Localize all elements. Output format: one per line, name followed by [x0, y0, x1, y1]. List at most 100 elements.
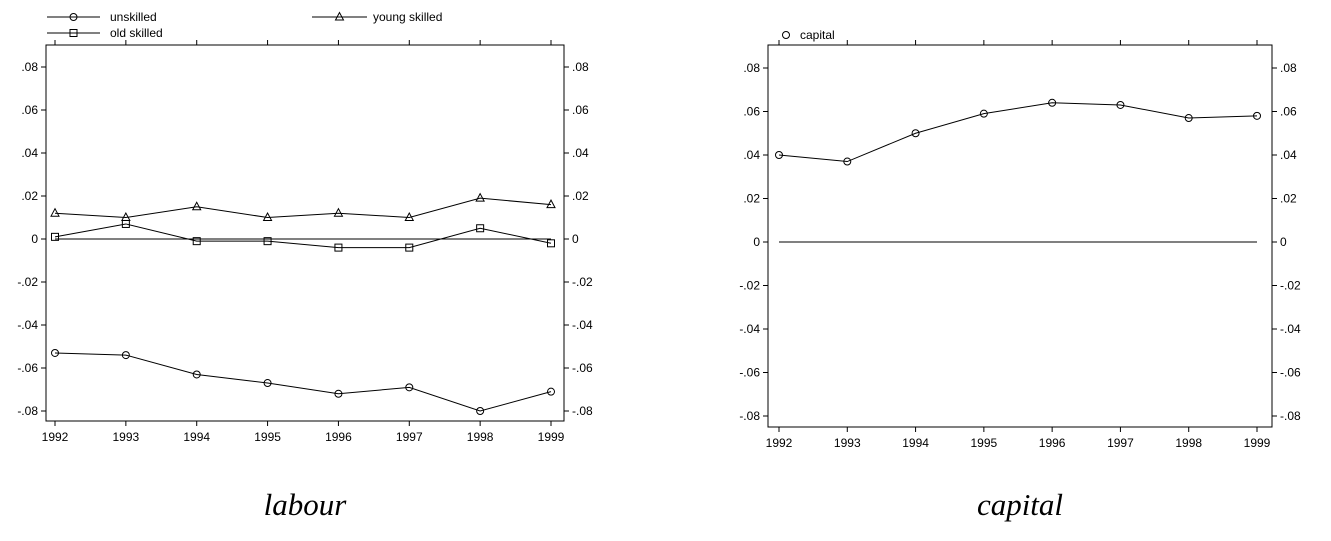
x-tick-label: 1997 [396, 430, 423, 444]
y-tick-label-left: 0 [31, 232, 38, 246]
data-point-old-skilled [51, 232, 59, 241]
x-tick-label: 1992 [766, 436, 793, 450]
panel-labour: 1992 1993 1994 1995 1996 1997 1998 1999 .08 .08 .0… [17, 40, 593, 522]
y-tick-label-left: -.04 [739, 322, 760, 336]
y-tick-label-right: .08 [1280, 61, 1297, 75]
data-point-young-skilled [404, 211, 415, 221]
y-tick-label-right: .06 [1280, 105, 1297, 119]
plot-frame [767, 44, 1273, 428]
y-tick-label-left: .04 [743, 148, 760, 162]
y-tick-label-left: -.08 [739, 409, 760, 423]
y-tick-label-left: .06 [21, 103, 38, 117]
y-tick-label-right: -.06 [1280, 366, 1301, 380]
data-point-capital [843, 157, 852, 166]
data-point-capital [775, 151, 783, 159]
data-point-capital [979, 109, 988, 118]
y-tick-label-right: -.02 [572, 275, 593, 289]
x-tick-label: 1998 [467, 430, 494, 444]
data-point-unskilled [405, 383, 414, 392]
legend-label-capital: capital [800, 28, 835, 42]
legend-labour: unskilled young skilled old skilled [47, 10, 442, 40]
y-tick-label-right: .04 [1280, 148, 1297, 162]
y-tick-label-right: .06 [572, 103, 589, 117]
x-tick-label: 1996 [325, 430, 352, 444]
data-point-capital [1048, 98, 1057, 107]
x-tick-label: 1993 [113, 430, 140, 444]
series-line-unskilled [54, 352, 552, 412]
legend-marker-unskilled [69, 13, 78, 21]
panel-caption: capital [977, 487, 1063, 522]
data-point-young-skilled [333, 207, 344, 217]
series-line-capital [778, 102, 1258, 163]
data-point-old-skilled [334, 243, 343, 252]
data-point-young-skilled [50, 207, 60, 217]
data-point-unskilled [192, 370, 201, 379]
y-tick-label-right: -.04 [1280, 322, 1301, 336]
data-point-unskilled [263, 379, 272, 388]
x-tick-label: 1995 [254, 430, 281, 444]
data-point-unskilled [121, 351, 130, 360]
y-tick-label-left: .06 [743, 105, 760, 119]
y-tick-label-left: .02 [743, 192, 760, 206]
y-tick-label-left: .08 [743, 61, 760, 75]
y-tick-label-left: -.02 [17, 275, 38, 289]
legend-label-young-skilled: young skilled [373, 10, 442, 24]
x-tick-label: 1997 [1107, 436, 1134, 450]
y-tick-label-right: 0 [1280, 235, 1287, 249]
data-point-capital [911, 129, 920, 138]
y-tick-label-right: -.02 [1280, 279, 1301, 293]
y-tick-label-right: -.06 [572, 361, 593, 375]
data-point-capital [1184, 114, 1193, 123]
data-point-young-skilled [262, 211, 273, 221]
y-tick-label-left: -.02 [739, 279, 760, 293]
y-tick-label-right: .02 [572, 189, 589, 203]
x-tick-label: 1994 [902, 436, 929, 450]
data-point-old-skilled [476, 224, 485, 233]
data-point-young-skilled [191, 201, 202, 211]
x-tick-label: 1999 [1244, 436, 1271, 450]
panel-caption: labour [264, 487, 348, 522]
y-tick-label-left: -.06 [739, 366, 760, 380]
data-point-capital [1253, 111, 1261, 120]
data-point-young-skilled [546, 199, 556, 209]
y-tick-label-right: .08 [572, 60, 589, 74]
data-point-old-skilled [192, 237, 201, 246]
x-tick-label: 1992 [42, 430, 69, 444]
y-tick-label-right: .02 [1280, 192, 1297, 206]
legend-marker-young-skilled [334, 11, 345, 21]
y-tick-label-left: -.06 [17, 361, 38, 375]
x-tick-label: 1999 [538, 430, 565, 444]
y-tick-label-left: .04 [21, 146, 38, 160]
x-tick-label: 1994 [183, 430, 210, 444]
data-point-unskilled [547, 387, 555, 396]
data-point-old-skilled [263, 237, 272, 246]
x-tick-label: 1993 [834, 436, 861, 450]
x-tick-label: 1995 [971, 436, 998, 450]
data-point-unskilled [51, 348, 59, 357]
y-tick-label-right: -.08 [1280, 409, 1301, 423]
y-tick-label-right: -.08 [572, 404, 593, 418]
data-point-capital [1116, 100, 1125, 109]
panel-capital: 1992 1993 1994 1995 1996 1997 1998 1999 .08 .08 .0… [739, 40, 1301, 522]
y-tick-label-left: -.04 [17, 318, 38, 332]
legend-capital: capital [782, 28, 835, 42]
y-tick-label-left: .08 [21, 60, 38, 74]
y-tick-label-left: .02 [21, 189, 38, 203]
y-tick-label-right: -.04 [572, 318, 593, 332]
plot-frame [45, 44, 565, 422]
y-tick-label-left: -.08 [17, 404, 38, 418]
data-point-old-skilled [121, 219, 130, 228]
data-point-old-skilled [405, 243, 414, 252]
series-line-young-skilled [54, 197, 552, 219]
data-point-unskilled [476, 407, 485, 415]
y-tick-label-right: .04 [572, 146, 589, 160]
data-point-old-skilled [547, 239, 555, 248]
legend-label-old-skilled: old skilled [110, 26, 163, 40]
y-tick-label-left: 0 [753, 235, 760, 249]
y-tick-label-right: 0 [572, 232, 579, 246]
legend-marker-capital [782, 31, 790, 39]
data-point-unskilled [334, 389, 343, 398]
series-line-old-skilled [54, 223, 552, 249]
x-tick-label: 1998 [1175, 436, 1202, 450]
